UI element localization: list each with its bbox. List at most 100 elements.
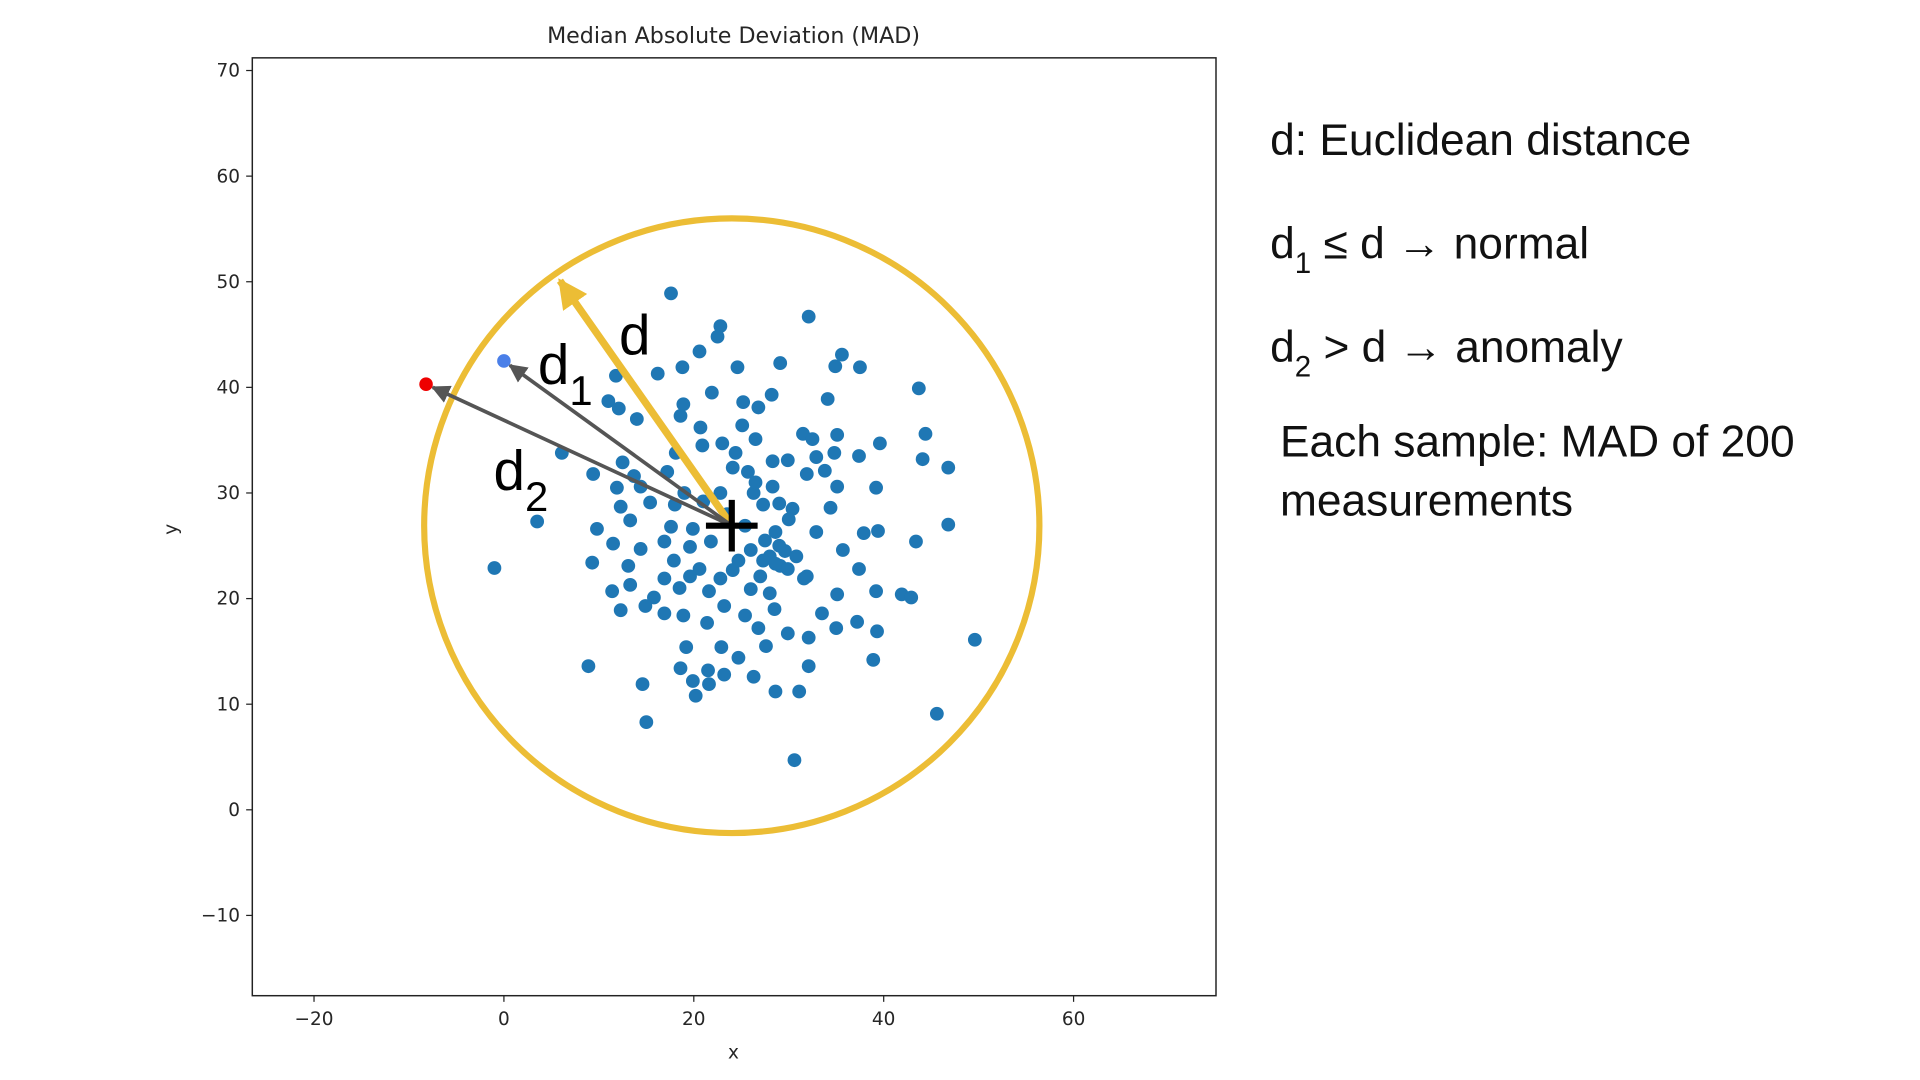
data-point bbox=[692, 562, 707, 576]
note-normal: d1 ≤ d → normal bbox=[1270, 219, 1589, 280]
plot-area bbox=[251, 57, 1217, 997]
data-point bbox=[817, 463, 832, 478]
d2-arrow bbox=[431, 385, 733, 528]
data-point bbox=[792, 684, 807, 699]
data-point bbox=[701, 663, 715, 678]
data-point bbox=[611, 401, 626, 416]
anomaly-point bbox=[419, 377, 433, 391]
data-point bbox=[915, 452, 930, 467]
data-point bbox=[941, 460, 956, 475]
data-point bbox=[610, 480, 624, 495]
data-point bbox=[869, 480, 883, 495]
data-point bbox=[850, 614, 865, 629]
data-point bbox=[853, 360, 867, 375]
data-point bbox=[730, 360, 745, 375]
data-point bbox=[801, 309, 816, 324]
data-point bbox=[809, 450, 824, 464]
data-point bbox=[911, 381, 926, 396]
data-point bbox=[827, 445, 842, 460]
x-tick-label: 20 bbox=[682, 1009, 705, 1030]
data-point bbox=[748, 475, 763, 490]
y-tick-label: 10 bbox=[217, 694, 240, 715]
data-point bbox=[601, 394, 616, 408]
data-point bbox=[735, 418, 750, 433]
data-point bbox=[664, 286, 678, 301]
data-point bbox=[585, 555, 600, 570]
data-point bbox=[765, 454, 780, 469]
data-point bbox=[758, 533, 772, 548]
data-point bbox=[869, 584, 883, 599]
note-sample-line2: measurements bbox=[1280, 477, 1573, 526]
data-point bbox=[657, 534, 672, 549]
data-point bbox=[710, 329, 725, 344]
data-point bbox=[738, 608, 752, 623]
threshold-distance-arrow bbox=[556, 278, 735, 528]
data-point bbox=[613, 603, 628, 618]
data-point bbox=[815, 606, 829, 621]
data-point bbox=[741, 464, 755, 479]
x-tick-label: 40 bbox=[872, 1009, 895, 1030]
x-tick-label: 60 bbox=[1062, 1009, 1085, 1030]
data-point bbox=[767, 602, 782, 617]
data-point bbox=[764, 387, 779, 402]
data-point bbox=[647, 590, 661, 605]
data-point bbox=[929, 706, 944, 721]
data-point bbox=[702, 677, 716, 692]
data-point bbox=[650, 366, 665, 381]
data-point bbox=[762, 586, 777, 601]
data-point bbox=[581, 659, 596, 674]
normal-point bbox=[497, 354, 511, 368]
data-point bbox=[657, 571, 672, 586]
data-point bbox=[615, 455, 630, 470]
data-point bbox=[657, 606, 672, 621]
data-point bbox=[679, 640, 694, 655]
data-point bbox=[828, 359, 843, 374]
data-point bbox=[605, 584, 620, 599]
data-point bbox=[635, 677, 650, 692]
y-tick-label: 70 bbox=[217, 61, 240, 82]
y-tick-label: 40 bbox=[217, 378, 240, 399]
chart-title: Median Absolute Deviation (MAD) bbox=[547, 23, 920, 49]
note-euclidean: d: Euclidean distance bbox=[1270, 116, 1691, 165]
data-point bbox=[768, 525, 783, 539]
data-point bbox=[487, 561, 502, 575]
data-point bbox=[704, 385, 719, 400]
data-point bbox=[623, 513, 638, 528]
note-anomaly: d2 > d → anomaly bbox=[1270, 323, 1623, 384]
y-tick-label: 30 bbox=[217, 483, 240, 504]
data-point bbox=[621, 558, 636, 573]
data-point bbox=[530, 514, 545, 529]
data-point bbox=[830, 427, 845, 442]
data-point bbox=[638, 599, 653, 613]
y-tick-label: 60 bbox=[217, 166, 240, 187]
data-point bbox=[743, 582, 758, 596]
data-point bbox=[676, 608, 691, 623]
data-point bbox=[759, 639, 773, 654]
data-point bbox=[746, 486, 761, 500]
median-center-cross-icon bbox=[705, 499, 758, 552]
data-point bbox=[809, 525, 824, 539]
d1-label: d1 bbox=[538, 333, 593, 414]
data-point bbox=[768, 684, 783, 699]
data-point bbox=[590, 521, 604, 536]
data-point bbox=[866, 652, 881, 667]
data-point bbox=[801, 659, 816, 674]
data-point bbox=[714, 640, 729, 655]
data-point bbox=[768, 556, 783, 571]
data-point bbox=[781, 512, 796, 527]
data-point bbox=[692, 344, 707, 359]
note-sample-line1: Each sample: MAD of 200 bbox=[1280, 418, 1795, 467]
y-axis-label: y bbox=[161, 524, 182, 535]
data-point bbox=[702, 584, 716, 599]
data-point bbox=[789, 549, 804, 564]
data-point bbox=[909, 534, 923, 549]
data-point bbox=[717, 599, 732, 613]
data-point bbox=[672, 581, 687, 595]
data-point bbox=[713, 319, 728, 333]
data-point bbox=[666, 553, 681, 568]
data-point bbox=[606, 536, 620, 551]
data-point bbox=[736, 395, 751, 410]
data-point bbox=[715, 436, 730, 451]
data-point bbox=[713, 571, 728, 586]
